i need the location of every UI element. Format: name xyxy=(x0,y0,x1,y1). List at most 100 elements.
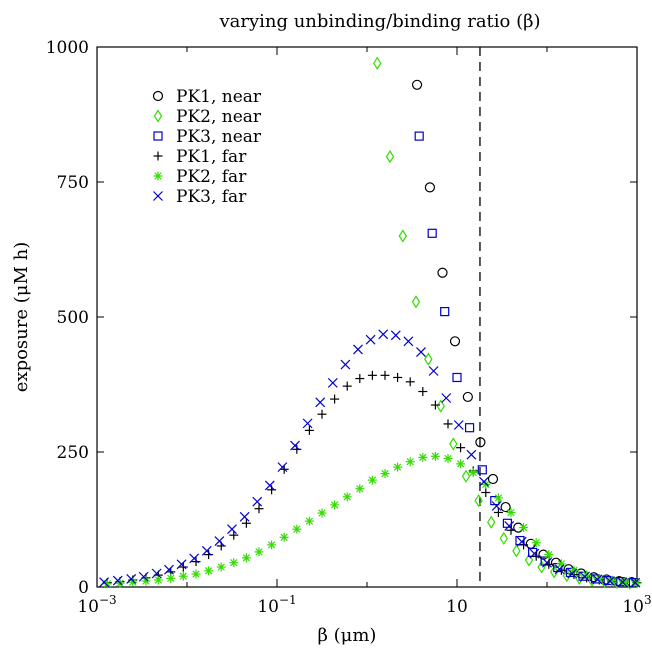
legend-label: PK1, far xyxy=(176,147,247,167)
series-pk3-far xyxy=(100,330,640,587)
x-tick-label: 10−1 xyxy=(257,593,296,617)
data-point xyxy=(450,438,457,449)
data-point xyxy=(368,371,377,380)
data-point xyxy=(450,337,459,346)
data-point xyxy=(399,231,406,242)
legend-marker xyxy=(154,92,163,101)
data-point xyxy=(192,557,201,566)
data-point xyxy=(453,373,461,381)
data-point xyxy=(506,508,515,517)
data-point xyxy=(265,481,274,490)
data-point xyxy=(154,575,163,584)
data-point xyxy=(481,480,490,489)
data-point xyxy=(242,519,251,528)
data-point xyxy=(463,392,472,401)
data-point xyxy=(317,410,326,419)
data-point xyxy=(179,572,188,581)
data-point xyxy=(267,540,276,549)
data-point xyxy=(513,545,520,556)
data-point xyxy=(441,308,449,316)
data-point xyxy=(255,504,264,513)
data-point xyxy=(343,382,352,391)
x-axis-label: β (μm) xyxy=(318,625,377,646)
data-point xyxy=(467,450,476,459)
chart-title: varying unbinding/binding ratio (β) xyxy=(218,11,540,32)
data-point xyxy=(500,533,507,544)
y-axis-label: exposure (μM h) xyxy=(11,242,32,392)
data-point xyxy=(242,553,251,562)
data-point xyxy=(139,572,148,581)
data-point xyxy=(240,512,249,521)
data-point xyxy=(404,337,413,346)
series-pk2-near xyxy=(374,58,634,589)
data-point xyxy=(204,566,213,575)
series-pk3-near xyxy=(415,132,637,587)
data-point xyxy=(164,565,173,574)
data-point xyxy=(128,578,137,587)
data-point xyxy=(227,525,236,534)
data-point xyxy=(391,331,400,340)
legend-marker xyxy=(154,192,163,201)
data-point xyxy=(229,558,238,567)
data-point xyxy=(475,495,482,506)
data-point xyxy=(429,367,438,376)
x-tick-label: 103 xyxy=(622,593,651,617)
data-point xyxy=(438,268,447,277)
data-point xyxy=(437,401,444,412)
legend-marker xyxy=(154,132,162,140)
data-point xyxy=(519,523,528,532)
data-point xyxy=(278,463,287,472)
data-point xyxy=(229,531,238,540)
legend-label: PK1, near xyxy=(176,87,262,107)
data-point xyxy=(456,459,465,468)
data-point xyxy=(355,374,364,383)
data-point xyxy=(569,566,578,575)
data-point xyxy=(503,519,511,527)
x-tick-label: 10 xyxy=(446,597,468,617)
data-point xyxy=(393,463,402,472)
data-point xyxy=(317,509,326,518)
data-point xyxy=(488,517,495,528)
legend-marker xyxy=(155,111,162,122)
data-point xyxy=(425,183,434,192)
data-point xyxy=(442,394,451,403)
data-point xyxy=(544,550,553,559)
data-point xyxy=(355,484,364,493)
data-point xyxy=(379,330,388,339)
data-point xyxy=(428,229,436,237)
data-point xyxy=(215,537,224,546)
y-tick-label: 500 xyxy=(57,308,89,328)
data-point xyxy=(620,578,629,587)
data-point xyxy=(152,569,161,578)
data-point xyxy=(532,538,541,547)
data-point xyxy=(386,151,393,162)
data-point xyxy=(202,546,211,555)
data-point xyxy=(330,500,339,509)
data-point xyxy=(341,360,350,369)
data-point xyxy=(330,395,339,404)
data-point xyxy=(353,345,362,354)
data-point xyxy=(166,574,175,583)
data-point xyxy=(415,132,423,140)
data-point xyxy=(368,476,377,485)
data-point xyxy=(463,471,470,482)
data-point xyxy=(431,452,440,461)
data-point xyxy=(418,387,427,396)
data-point xyxy=(255,547,264,556)
data-point xyxy=(366,335,375,344)
legend-label: PK3, near xyxy=(176,127,262,147)
data-point xyxy=(406,377,415,386)
data-point xyxy=(103,579,112,588)
data-point xyxy=(192,570,201,579)
data-point xyxy=(492,502,501,511)
data-point xyxy=(443,454,452,463)
data-point xyxy=(456,443,465,452)
data-point xyxy=(291,441,300,450)
legend-label: PK3, far xyxy=(176,187,247,207)
data-point xyxy=(305,426,314,435)
data-point xyxy=(217,563,226,572)
data-point xyxy=(179,563,188,572)
data-point xyxy=(543,558,552,567)
